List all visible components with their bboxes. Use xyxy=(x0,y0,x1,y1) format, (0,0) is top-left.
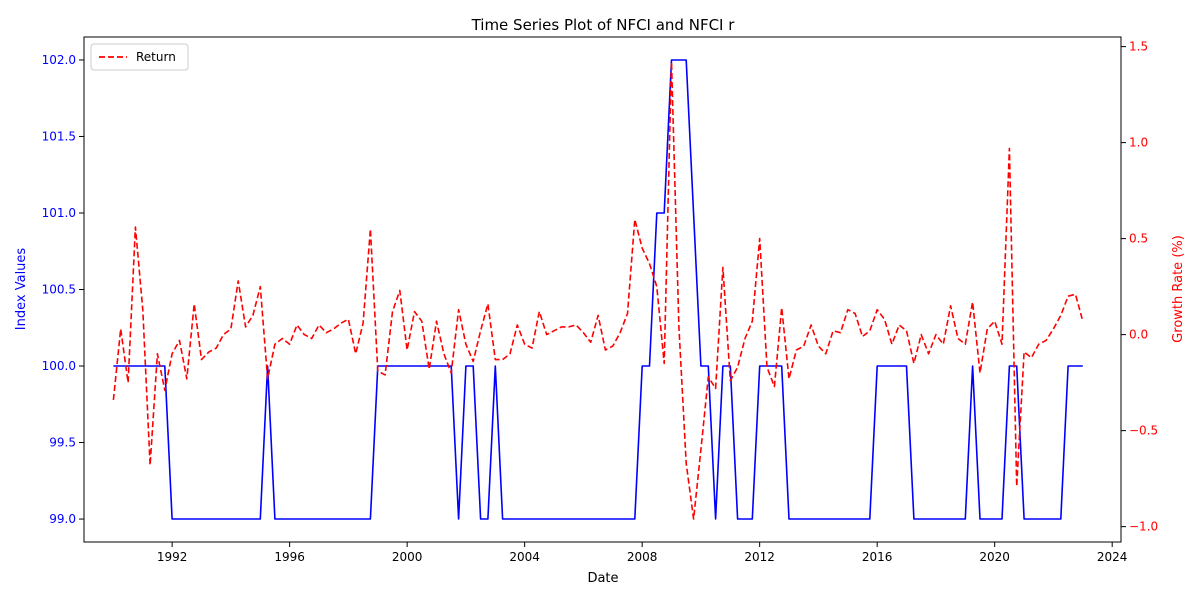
x-axis: 1992 1996 2000 2004 2008 2012 2016 2020 2024 xyxy=(157,542,1128,564)
y-left-tick-label: 100.0 xyxy=(42,359,76,373)
y-right-tick-label: −1.0 xyxy=(1129,520,1158,534)
series-layer xyxy=(112,59,1084,520)
y-axis-left: 99.0 99.5 100.0 100.5 101.0 101.5 102.0 xyxy=(42,53,84,526)
y-left-tick-label: 101.5 xyxy=(42,129,76,143)
y-axis-right-label: Growth Rate (%) xyxy=(1171,235,1186,343)
index-series-line xyxy=(113,59,1083,520)
y-left-tick-label: 101.0 xyxy=(42,206,76,220)
y-left-tick-label: 102.0 xyxy=(42,53,76,67)
legend-return-label: Return xyxy=(136,50,176,64)
y-right-tick-label: 0.0 xyxy=(1129,328,1148,342)
plot-area: 1992 1996 2000 2004 2008 2012 2016 2020 2024 99.… xyxy=(42,36,1158,564)
x-tick-label: 2004 xyxy=(509,550,540,564)
x-tick-label: 2016 xyxy=(862,550,893,564)
y-right-tick-label: 0.5 xyxy=(1129,232,1148,246)
y-left-tick-label: 99.5 xyxy=(49,436,76,450)
x-tick-label: 2008 xyxy=(627,550,658,564)
y-right-tick-label: −0.5 xyxy=(1129,424,1158,438)
x-tick-label: 1992 xyxy=(157,550,188,564)
legend-box xyxy=(90,43,189,71)
x-tick-label: 2000 xyxy=(392,550,423,564)
x-tick-label: 2024 xyxy=(1097,550,1128,564)
x-tick-label: 2012 xyxy=(744,550,775,564)
x-axis-label: Date xyxy=(587,571,618,586)
chart-title: Time Series Plot of NFCI and NFCI r xyxy=(471,16,736,34)
y-left-tick-label: 99.0 xyxy=(49,512,76,526)
y-right-tick-label: 1.0 xyxy=(1129,136,1148,150)
y-axis-left-label: Index Values xyxy=(14,248,29,331)
y-left-tick-label: 100.5 xyxy=(42,283,76,297)
y-axis-right: −1.0 −0.5 0.0 0.5 1.0 1.5 xyxy=(1121,40,1158,534)
legend: Return xyxy=(90,43,189,71)
y-right-tick-label: 1.5 xyxy=(1129,40,1148,54)
return-series-line xyxy=(112,61,1084,520)
x-tick-label: 2020 xyxy=(979,550,1010,564)
x-tick-label: 1996 xyxy=(274,550,305,564)
